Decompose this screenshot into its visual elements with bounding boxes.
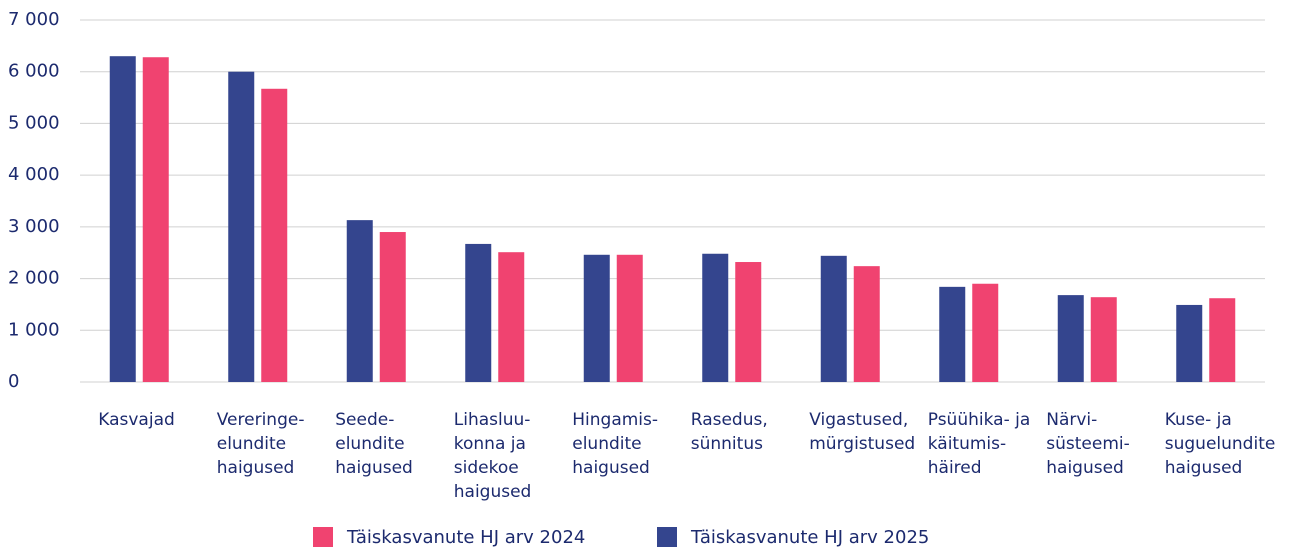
- x-tick-label: haigused: [454, 482, 532, 502]
- x-tick-label: Kasvajad: [98, 410, 175, 430]
- bar: [465, 243, 492, 382]
- legend-label: Täiskasvanute HJ arv 2025: [690, 527, 929, 548]
- y-tick-label: 5 000: [8, 112, 60, 133]
- y-tick-label: 0: [8, 371, 19, 392]
- x-tick-label: Lihasluu-: [454, 410, 531, 430]
- x-tick-label: häired: [928, 458, 982, 478]
- x-tick-label: süsteemi-: [1046, 434, 1130, 454]
- x-tick-label: elundite: [572, 434, 641, 454]
- bar: [261, 88, 288, 382]
- bar: [616, 254, 643, 382]
- x-tick-label: haigused: [1046, 458, 1124, 478]
- x-tick-label: sidekoe: [454, 458, 519, 478]
- bar: [820, 255, 847, 382]
- bar: [939, 286, 966, 382]
- x-tick-label: suguelundite: [1165, 434, 1276, 454]
- bar: [1176, 304, 1203, 382]
- x-tick-label: elundite: [217, 434, 286, 454]
- x-tick-label: haigused: [217, 458, 295, 478]
- x-tick-label: Psüühika- ja: [928, 410, 1031, 430]
- x-tick-label: Vereringe-: [217, 410, 305, 430]
- x-tick-label: haigused: [1165, 458, 1243, 478]
- bar: [735, 262, 762, 382]
- x-tick-label: mürgistused: [809, 434, 915, 454]
- legend-label: Täiskasvanute HJ arv 2024: [346, 527, 585, 548]
- bar: [142, 57, 169, 383]
- x-tick-label: sünnitus: [691, 434, 763, 454]
- x-tick-label: konna ja: [454, 434, 526, 454]
- y-tick-label: 2 000: [8, 268, 60, 289]
- legend-swatch: [313, 527, 333, 547]
- x-tick-label: Kuse- ja: [1165, 410, 1232, 430]
- bar: [1209, 298, 1236, 382]
- x-tick-label: Hingamis-: [572, 410, 658, 430]
- x-tick-label: Seede-: [335, 410, 394, 430]
- x-tick-label: käitumis-: [928, 434, 1006, 454]
- bar: [583, 254, 610, 382]
- x-tick-label: Rasedus,: [691, 410, 768, 430]
- bar: [1057, 295, 1084, 382]
- bar: [972, 283, 999, 382]
- legend-swatch: [657, 527, 677, 547]
- bar: [702, 253, 729, 382]
- bar: [228, 71, 255, 382]
- x-tick-label: Vigastused,: [809, 410, 908, 430]
- x-tick-label: elundite: [335, 434, 404, 454]
- x-tick-label: haigused: [335, 458, 413, 478]
- x-tick-label: Närvi-: [1046, 410, 1097, 430]
- y-tick-label: 6 000: [8, 61, 60, 82]
- bar: [379, 232, 406, 382]
- y-tick-label: 3 000: [8, 216, 60, 237]
- bar: [109, 56, 136, 382]
- bar: [853, 266, 880, 382]
- bar: [1090, 297, 1117, 382]
- y-tick-label: 4 000: [8, 164, 60, 185]
- bar: [346, 220, 373, 382]
- y-tick-label: 7 000: [8, 9, 60, 30]
- bar: [498, 252, 525, 382]
- x-tick-label: haigused: [572, 458, 650, 478]
- y-tick-label: 1 000: [8, 319, 60, 340]
